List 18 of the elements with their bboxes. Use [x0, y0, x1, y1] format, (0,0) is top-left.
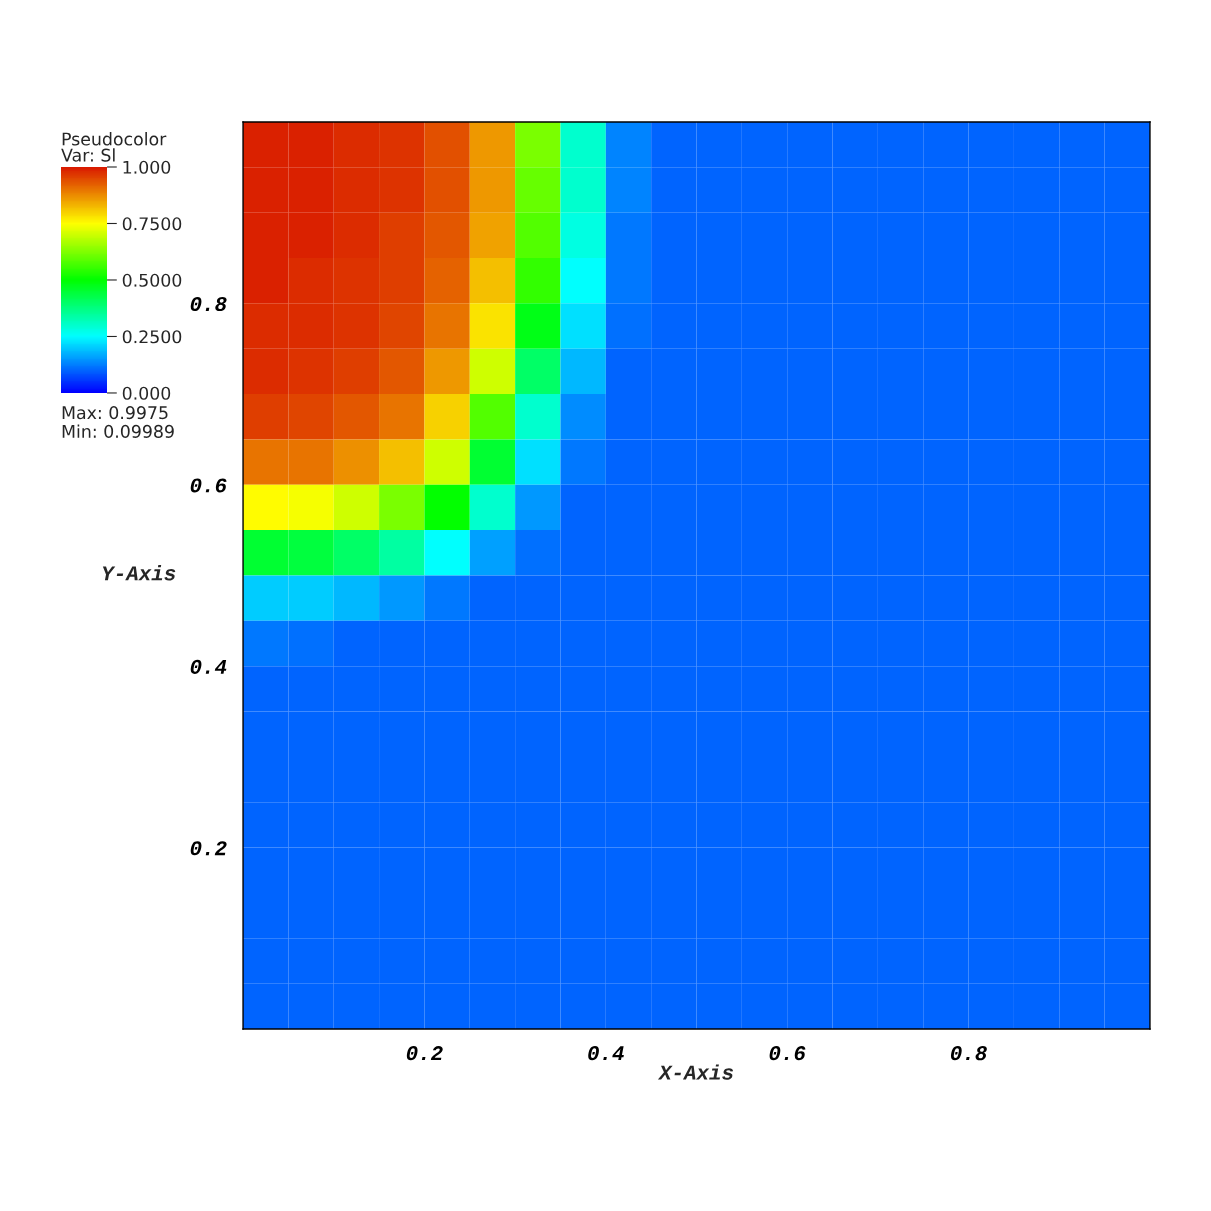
x-tick-label: 0.8 [950, 1046, 987, 1061]
y-axis-title: Y-Axis [102, 565, 176, 581]
text: Min: 0.09989 [62, 424, 174, 438]
color-bar-label: 0.5000 [122, 273, 182, 287]
color-bar-label: 0.000 [122, 386, 171, 400]
color-bar-label: 0.2500 [122, 330, 182, 344]
x-tick-label: 0.4 [588, 1046, 624, 1061]
text: Max: 0.9975 [62, 406, 168, 420]
x-tick-label: 0.2 [406, 1046, 443, 1061]
x-tick-label: 0.6 [769, 1046, 806, 1061]
color-bar-label: 0.7500 [122, 217, 182, 231]
y-tick-label: 0.2 [190, 841, 227, 856]
color-bar-label: 1.000 [123, 160, 171, 174]
y-tick-label: 0.4 [190, 659, 227, 674]
y-tick-label: 0.6 [190, 478, 227, 493]
y-tick-label: 0.8 [190, 296, 227, 312]
color-bar-title: Pseudocolor Var: Sl [61, 132, 167, 162]
x-axis-title: X-Axis [657, 1064, 734, 1080]
